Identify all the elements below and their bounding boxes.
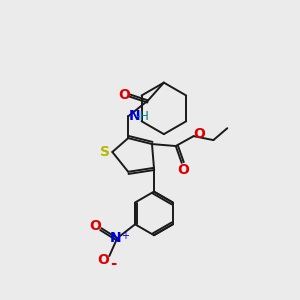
Text: +: + bbox=[121, 231, 129, 241]
Text: N: N bbox=[110, 231, 121, 245]
Text: O: O bbox=[118, 88, 130, 101]
Text: N: N bbox=[128, 109, 140, 123]
Text: -H: -H bbox=[135, 110, 149, 123]
Text: S: S bbox=[100, 145, 110, 159]
Text: -: - bbox=[110, 256, 116, 272]
Text: O: O bbox=[194, 127, 206, 141]
Text: O: O bbox=[98, 253, 109, 267]
Text: O: O bbox=[89, 219, 101, 233]
Text: O: O bbox=[178, 163, 190, 177]
